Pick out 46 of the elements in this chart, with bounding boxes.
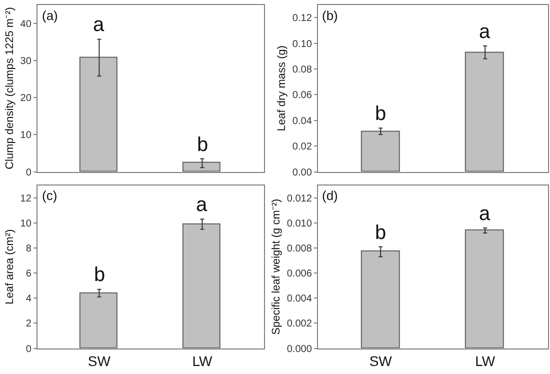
y-tick-label: 0.12 bbox=[292, 13, 312, 24]
y-tick-label: 0.006 bbox=[286, 268, 312, 280]
x-tick-label: LW bbox=[192, 353, 213, 370]
annotation: b bbox=[375, 222, 386, 244]
y-tick-label: 0 bbox=[26, 167, 32, 178]
annotation: (b) bbox=[322, 8, 338, 23]
y-tick-label: 0.008 bbox=[286, 244, 312, 255]
annotation: a bbox=[93, 14, 105, 36]
y-tick-label: 0.08 bbox=[292, 64, 312, 76]
y-tick-label: 2 bbox=[26, 318, 32, 330]
y-tick-label: 8 bbox=[26, 244, 32, 255]
annotation: b bbox=[94, 264, 106, 286]
y-tick-label: 6 bbox=[26, 268, 32, 280]
annotation: a bbox=[479, 203, 491, 225]
y-tick-label: 0.02 bbox=[292, 142, 312, 153]
y-tick-label: 0.004 bbox=[286, 294, 312, 305]
y-axis-title: Leaf area (cm²) bbox=[4, 229, 16, 304]
y-tick-label: 10 bbox=[20, 218, 32, 230]
y-tick-label: 0.002 bbox=[286, 318, 312, 330]
y-tick-label: 0.10 bbox=[292, 38, 312, 50]
annotation: (a) bbox=[42, 8, 58, 23]
annotation: a bbox=[196, 194, 208, 216]
annotation: b bbox=[197, 134, 208, 156]
y-tick-label: 0 bbox=[26, 344, 32, 355]
annotation: a bbox=[479, 21, 491, 43]
y-axis-title: Specific leaf weight (g cm⁻²) bbox=[270, 198, 283, 335]
y-axis-title: Leaf dry mass (g) bbox=[276, 45, 288, 132]
y-tick-label: 10 bbox=[20, 130, 32, 142]
y-tick-label: 0.04 bbox=[292, 116, 312, 127]
y-tick-label: 40 bbox=[20, 18, 32, 30]
y-tick-label: 0.00 bbox=[292, 167, 312, 178]
y-tick-label: 0.010 bbox=[286, 218, 312, 230]
x-tick-label: SW bbox=[88, 353, 112, 370]
annotation: (d) bbox=[322, 188, 338, 203]
y-tick-label: 12 bbox=[20, 193, 32, 204]
y-tick-label: 0.000 bbox=[286, 344, 312, 355]
y-tick-label: 30 bbox=[20, 56, 32, 67]
y-tick-label: 4 bbox=[26, 294, 32, 305]
y-tick-label: 20 bbox=[20, 93, 32, 104]
x-tick-label: SW bbox=[369, 353, 393, 370]
y-tick-label: 0.06 bbox=[292, 90, 312, 102]
annotation: b bbox=[375, 103, 386, 125]
annotation: (c) bbox=[42, 188, 58, 203]
y-tick-label: 0.012 bbox=[286, 193, 312, 204]
x-tick-label: LW bbox=[475, 353, 496, 370]
y-axis-title: Clump density (clumps 1225 m⁻²) bbox=[4, 7, 16, 170]
